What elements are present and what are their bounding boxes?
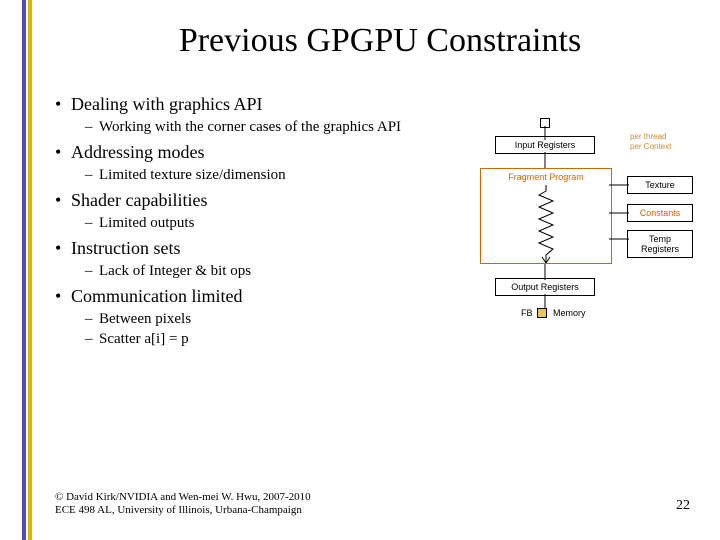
bullet-l2: Scatter a[i] = p — [55, 331, 455, 348]
bullet-l2: Between pixels — [55, 311, 455, 328]
accent-bars — [22, 0, 32, 540]
fb-label: FB — [521, 308, 533, 318]
texture-box: Texture — [627, 176, 693, 194]
fb-node-icon — [537, 308, 547, 318]
connector-line — [540, 152, 550, 168]
fragment-program-label: Fragment Program — [508, 172, 584, 182]
texture-label: Texture — [645, 180, 675, 190]
per-context-label: per Context — [630, 142, 671, 151]
footer-line-2: ECE 498 AL, University of Illinois, Urba… — [55, 504, 311, 518]
constants-box: Constants — [627, 204, 693, 222]
memory-label: Memory — [553, 308, 586, 318]
bullet-l2: Limited outputs — [55, 215, 455, 232]
bullet-list: Dealing with graphics API Working with t… — [55, 88, 455, 351]
bullet-l2: Working with the corner cases of the gra… — [55, 119, 455, 136]
footer-line-1: © David Kirk/NVIDIA and Wen-mei W. Hwu, … — [55, 491, 311, 505]
connector-line — [540, 294, 550, 308]
connector-line — [540, 264, 550, 280]
temp-registers-label: Temp Registers — [641, 234, 679, 254]
connector-line — [540, 126, 550, 140]
output-registers-label: Output Registers — [511, 282, 579, 292]
connector-line — [609, 208, 629, 218]
bullet-l2: Limited texture size/dimension — [55, 167, 455, 184]
per-thread-label: per thread — [630, 132, 666, 141]
constants-label: Constants — [640, 208, 681, 218]
bullet-l1: Shader capabilities — [55, 190, 455, 211]
bullet-l1: Instruction sets — [55, 238, 455, 259]
input-registers-label: Input Registers — [515, 140, 576, 150]
footer-copyright: © David Kirk/NVIDIA and Wen-mei W. Hwu, … — [55, 491, 311, 519]
bullet-l1: Communication limited — [55, 286, 455, 307]
zigzag-icon — [531, 185, 561, 263]
connector-line — [609, 234, 629, 244]
temp-registers-box: Temp Registers — [627, 230, 693, 258]
bullet-l1: Dealing with graphics API — [55, 94, 455, 115]
bullet-l2: Lack of Integer & bit ops — [55, 263, 455, 280]
connector-line — [609, 180, 629, 190]
bullet-l1: Addressing modes — [55, 142, 455, 163]
slide-title: Previous GPGPU Constraints — [60, 22, 700, 60]
fragment-program-box: Fragment Program — [480, 168, 612, 264]
page-number: 22 — [676, 498, 690, 514]
